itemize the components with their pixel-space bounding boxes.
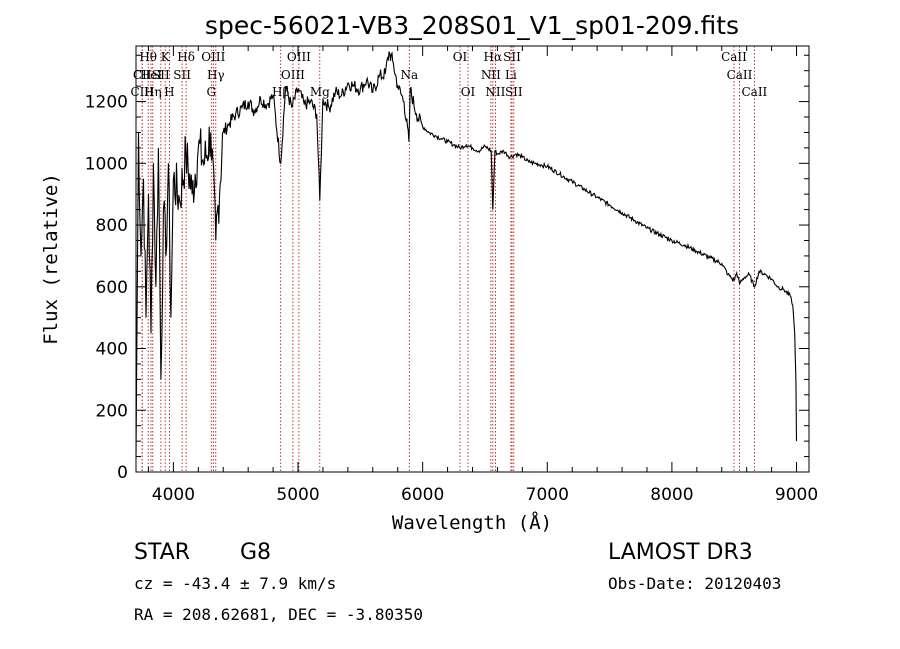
marker-label: Hθ [139, 50, 157, 64]
y-tick-label: 0 [117, 463, 128, 483]
x-axis-label: Wavelength (Å) [392, 511, 552, 534]
marker-labels: HθCIICIIIHeIHηKSIIHHδSIIOIIIHγGOIIIOIIIH… [130, 50, 767, 99]
marker-label: SII [503, 50, 521, 64]
x-tick-label: 5000 [276, 485, 319, 505]
plot-frame [135, 45, 810, 473]
x-tick-label: 9000 [775, 485, 818, 505]
marker-label: SII [505, 85, 523, 99]
marker-label: K [161, 50, 171, 64]
y-tick-label: 200 [96, 401, 128, 421]
x-tick-label: 6000 [401, 485, 444, 505]
marker-label: CaII [721, 50, 747, 64]
y-axis-label: Flux (relative) [40, 173, 62, 345]
marker-label: Hγ [207, 68, 225, 82]
x-tick-label: 8000 [650, 485, 693, 505]
marker-label: H [164, 85, 174, 99]
marker-label: Na [400, 68, 418, 82]
marker-label: OIII [281, 68, 305, 82]
coordinates: RA = 208.62681, DEC = -3.80350 [134, 605, 423, 624]
marker-label: Mg [310, 85, 330, 99]
chart-title: spec-56021-VB3_208S01_V1_sp01-209.fits [205, 11, 739, 40]
marker-label: NII [481, 68, 501, 82]
marker-label: Hδ [177, 50, 195, 64]
marker-label: OIII [201, 50, 225, 64]
x-tick-label: 4000 [152, 485, 195, 505]
marker-label: SII [152, 68, 170, 82]
obs-date: Obs-Date: 20120403 [608, 574, 781, 593]
marker-label: G [207, 85, 217, 99]
marker-label: OIII [287, 50, 311, 64]
subclass: G8 [240, 540, 271, 565]
marker-label: Hα [484, 50, 503, 64]
x-axis: 4000 5000 6000 7000 8000 9000 [147, 46, 818, 505]
survey-name: LAMOST DR3 [608, 540, 753, 565]
marker-label: OI [461, 85, 476, 99]
marker-label: NII [485, 85, 505, 99]
marker-label: HeI [140, 68, 163, 82]
marker-label: SII [173, 68, 191, 82]
x-tick-label: 7000 [526, 485, 569, 505]
y-axis: 0 200 400 600 800 1000 1200 [85, 54, 809, 483]
object-class: STAR [134, 540, 190, 565]
y-tick-label: 1000 [85, 154, 128, 174]
y-tick-label: 600 [96, 278, 128, 298]
marker-label: CII [133, 68, 152, 82]
y-tick-label: 800 [96, 216, 128, 236]
marker-label: CaII [727, 68, 753, 82]
marker-label: Hη [144, 85, 162, 99]
marker-label: Li [505, 68, 517, 82]
marker-label: OI [453, 50, 468, 64]
spectrum-line [135, 51, 798, 457]
redshift-velocity: cz = -43.4 ± 7.9 km/s [134, 574, 336, 593]
y-tick-label: 400 [96, 340, 128, 360]
y-tick-label: 1200 [85, 93, 128, 113]
marker-label: CaII [741, 85, 767, 99]
marker-lines [141, 46, 755, 472]
